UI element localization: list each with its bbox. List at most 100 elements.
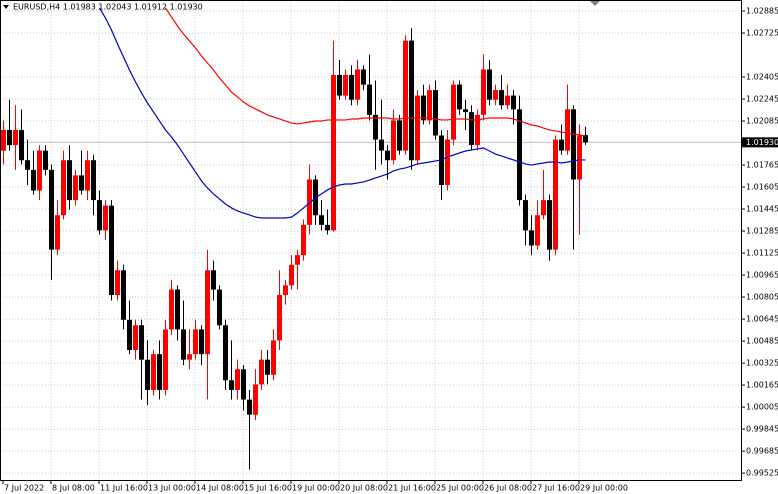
candle-body: [187, 354, 192, 360]
y-tick-label: 1.02405: [746, 73, 778, 82]
candle-body: [373, 114, 378, 140]
y-tick-label: 1.00165: [746, 381, 778, 390]
plot-area: [0, 0, 741, 480]
candle-body: [523, 200, 528, 231]
y-tick-label: 1.01445: [746, 205, 778, 214]
candle-body: [307, 179, 312, 225]
x-tick-label: 8 Jul 08:00: [52, 484, 95, 493]
candle-body: [181, 329, 186, 360]
moving-average: [98, 7, 586, 219]
candle-body: [427, 90, 432, 121]
x-tick-label: 27 Jul 16:00: [532, 484, 580, 493]
candle-body: [565, 109, 570, 151]
candle-body: [229, 380, 234, 390]
candle-body: [409, 40, 414, 161]
x-tick-label: 19 Jul 00:00: [292, 484, 340, 493]
candle-body: [475, 114, 480, 146]
x-tick-label: 11 Jul 16:00: [100, 484, 148, 493]
candle-body: [55, 215, 60, 250]
y-tick-label: 1.00325: [746, 359, 778, 368]
candle-body: [175, 289, 180, 330]
candle-body: [583, 135, 588, 143]
candle-body: [295, 255, 300, 265]
candle-body: [271, 340, 276, 375]
candle-body: [85, 160, 90, 191]
current-price-box: [742, 137, 778, 148]
candle-body: [391, 120, 396, 161]
candle-body: [277, 295, 282, 341]
candle-body: [1, 129, 6, 151]
candle-body: [481, 69, 486, 115]
candle-body: [109, 205, 114, 296]
y-tick-label: 1.02725: [746, 29, 778, 38]
candle-body: [577, 135, 582, 180]
y-tick-label: 1.01285: [746, 227, 778, 236]
candle-body: [7, 129, 12, 146]
candle-body: [91, 160, 96, 201]
candle-body: [151, 354, 156, 390]
candle-body: [265, 359, 270, 375]
x-tick-label: 7 Jul 2022: [4, 484, 44, 493]
current-price-label: 1.01930: [746, 138, 778, 147]
candle-body: [157, 354, 162, 390]
candle-body: [31, 169, 36, 191]
candle-body: [487, 69, 492, 100]
candle-body: [493, 90, 498, 100]
x-tick-label: 14 Jul 08:00: [196, 484, 244, 493]
candle-body: [211, 270, 216, 290]
candle-body: [103, 205, 108, 231]
x-tick-label: 21 Jul 16:00: [388, 484, 436, 493]
candle-body: [355, 69, 360, 100]
candle-body: [361, 69, 366, 85]
candle-body: [379, 139, 384, 151]
candle-body: [325, 224, 330, 231]
candle-body: [529, 230, 534, 246]
candle-body: [301, 224, 306, 256]
candle-body: [415, 95, 420, 161]
candle-body: [445, 139, 450, 185]
candle-body: [403, 40, 408, 151]
candle-body: [457, 84, 462, 110]
candle-body: [559, 139, 564, 151]
candle-body: [193, 329, 198, 355]
y-tick-label: 1.02885: [746, 7, 778, 16]
y-tick-label: 1.01605: [746, 183, 778, 192]
candle-body: [367, 84, 372, 115]
y-tick-label: 0.99525: [746, 469, 778, 478]
candle-body: [343, 74, 348, 96]
shift-marker: [590, 1, 600, 6]
candle-body: [337, 74, 342, 96]
candle-body: [133, 325, 138, 351]
candle-body: [169, 289, 174, 330]
candle-body: [43, 150, 48, 170]
candle-body: [13, 129, 18, 146]
candle-body: [19, 129, 24, 161]
candle-body: [199, 329, 204, 355]
x-tick-label: 26 Jul 08:00: [484, 484, 532, 493]
candle-body: [259, 359, 264, 385]
candle-body: [79, 175, 84, 191]
candle-body: [121, 270, 126, 320]
candle-body: [541, 200, 546, 216]
candle-body: [217, 289, 222, 326]
candle-body: [145, 359, 150, 390]
candle-body: [235, 369, 240, 390]
candle-body: [499, 90, 504, 106]
candle-body: [397, 120, 402, 151]
candle-body: [241, 369, 246, 400]
candle-body: [421, 95, 426, 121]
candle-body: [349, 74, 354, 100]
candle-body: [547, 200, 552, 250]
candle-body: [25, 160, 30, 170]
y-tick-label: 0.99845: [746, 425, 778, 434]
candle-body: [289, 264, 294, 286]
candle-body: [505, 95, 510, 106]
y-tick-label: 1.00485: [746, 337, 778, 346]
candle-body: [205, 270, 210, 355]
y-tick-label: 1.00965: [746, 271, 778, 280]
moving-average: [164, 7, 586, 137]
x-tick-label: 25 Jul 00:00: [436, 484, 484, 493]
menu-triangle[interactable]: [3, 5, 9, 9]
